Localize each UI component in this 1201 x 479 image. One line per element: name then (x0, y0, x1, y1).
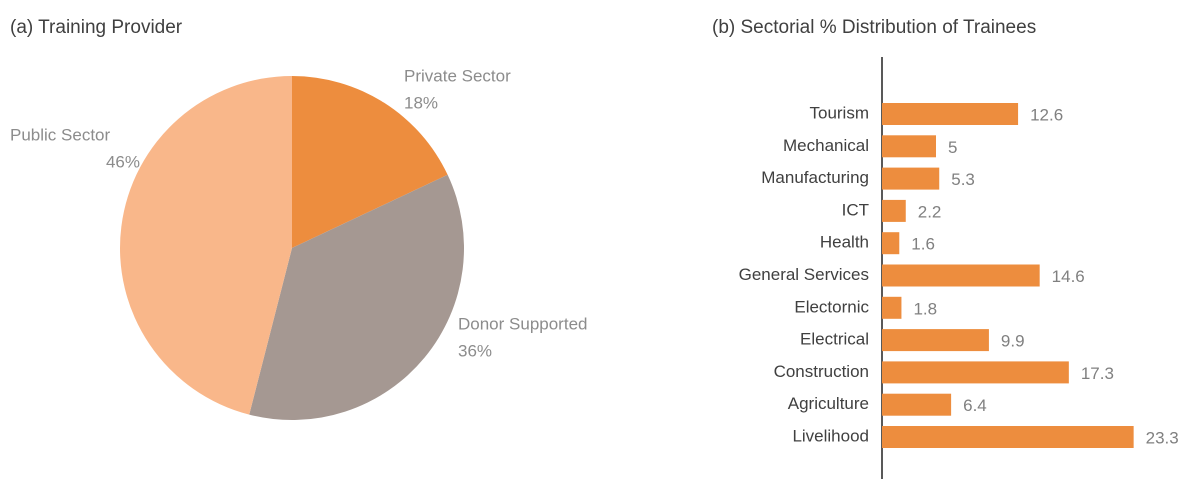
category-label: Electornic (794, 297, 869, 316)
value-label: 6.4 (963, 396, 987, 415)
category-label: Manufacturing (761, 168, 869, 187)
value-label: 17.3 (1081, 364, 1114, 383)
bar (882, 167, 940, 190)
category-label: Mechanical (783, 136, 869, 155)
category-label: General Services (739, 265, 869, 284)
value-label: 5.3 (951, 170, 975, 189)
bar (882, 361, 1069, 384)
bar (882, 426, 1134, 448)
value-label: 12.6 (1030, 105, 1063, 124)
value-label: 1.6 (911, 235, 935, 254)
category-label: Agriculture (788, 394, 869, 413)
bar (882, 296, 902, 319)
slice-label: Private Sector (404, 66, 511, 85)
bar (882, 232, 900, 255)
slice-value-label: 18% (404, 93, 438, 112)
bar (882, 264, 1040, 287)
value-label: 2.2 (918, 202, 942, 221)
slice-label: Public Sector (10, 125, 110, 144)
category-label: Health (820, 233, 869, 252)
bar (882, 199, 906, 222)
pie-slice (119, 75, 292, 415)
category-label: Electrical (800, 330, 869, 349)
category-label: ICT (842, 200, 869, 219)
slice-value-label: 46% (106, 152, 140, 171)
category-label: Construction (774, 362, 869, 381)
slice-value-label: 36% (458, 341, 492, 360)
pie-slice (292, 76, 448, 248)
bar (882, 135, 936, 158)
value-label: 1.8 (913, 299, 937, 318)
pie-slice (249, 174, 465, 421)
value-label: 14.6 (1052, 267, 1085, 286)
chart-title: (b) Sectorial % Distribution of Trainees (712, 17, 1036, 38)
bar (882, 103, 1019, 125)
bar (882, 329, 989, 352)
category-label: Livelihood (792, 426, 869, 445)
value-label: 9.9 (1001, 332, 1025, 351)
value-label: 5 (948, 138, 957, 157)
category-label: Tourism (809, 103, 869, 122)
slice-label: Donor Supported (458, 314, 587, 333)
bar (882, 393, 952, 416)
value-label: 23.3 (1146, 428, 1179, 447)
chart-title: (a) Training Provider (10, 17, 183, 38)
